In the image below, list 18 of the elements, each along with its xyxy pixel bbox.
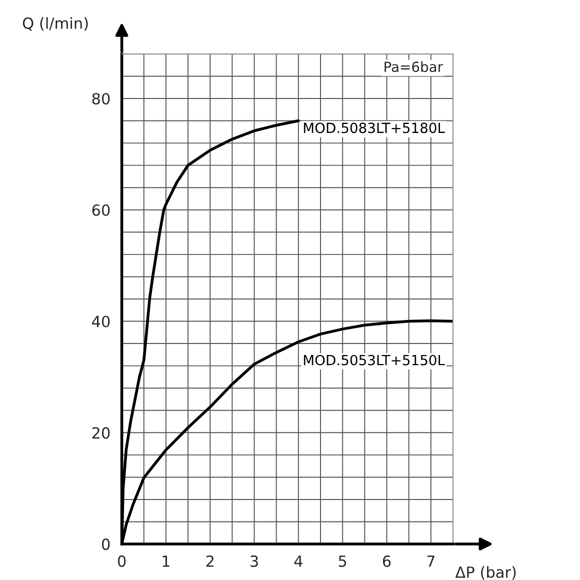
- x-tick-label: 7: [427, 556, 434, 567]
- x-tick-label: 6: [382, 555, 391, 567]
- x-tick-label: 4: [294, 556, 302, 567]
- x-tick-label: 0: [118, 555, 126, 567]
- x-tick-label: 1: [162, 556, 170, 567]
- x-tick-label: 2: [206, 555, 214, 567]
- y-tick-label: 80: [92, 92, 110, 105]
- x-axis-title: ΔP (bar): [455, 566, 516, 580]
- annotation: Pa=6bar: [384, 61, 444, 72]
- series-label: MOD.5053LT+5150L: [304, 354, 445, 366]
- y-tick-label: 60: [92, 204, 110, 216]
- x-tick-label: 3: [250, 555, 258, 567]
- y-axis-title: Q (l/min): [22, 17, 88, 31]
- x-tick-label: 5: [338, 556, 346, 567]
- series-label: MOD.5083LT+5180L: [304, 122, 445, 134]
- y-tick-label: 0: [102, 538, 110, 550]
- y-tick-label: 20: [92, 427, 110, 439]
- y-tick-label: 40: [92, 316, 110, 328]
